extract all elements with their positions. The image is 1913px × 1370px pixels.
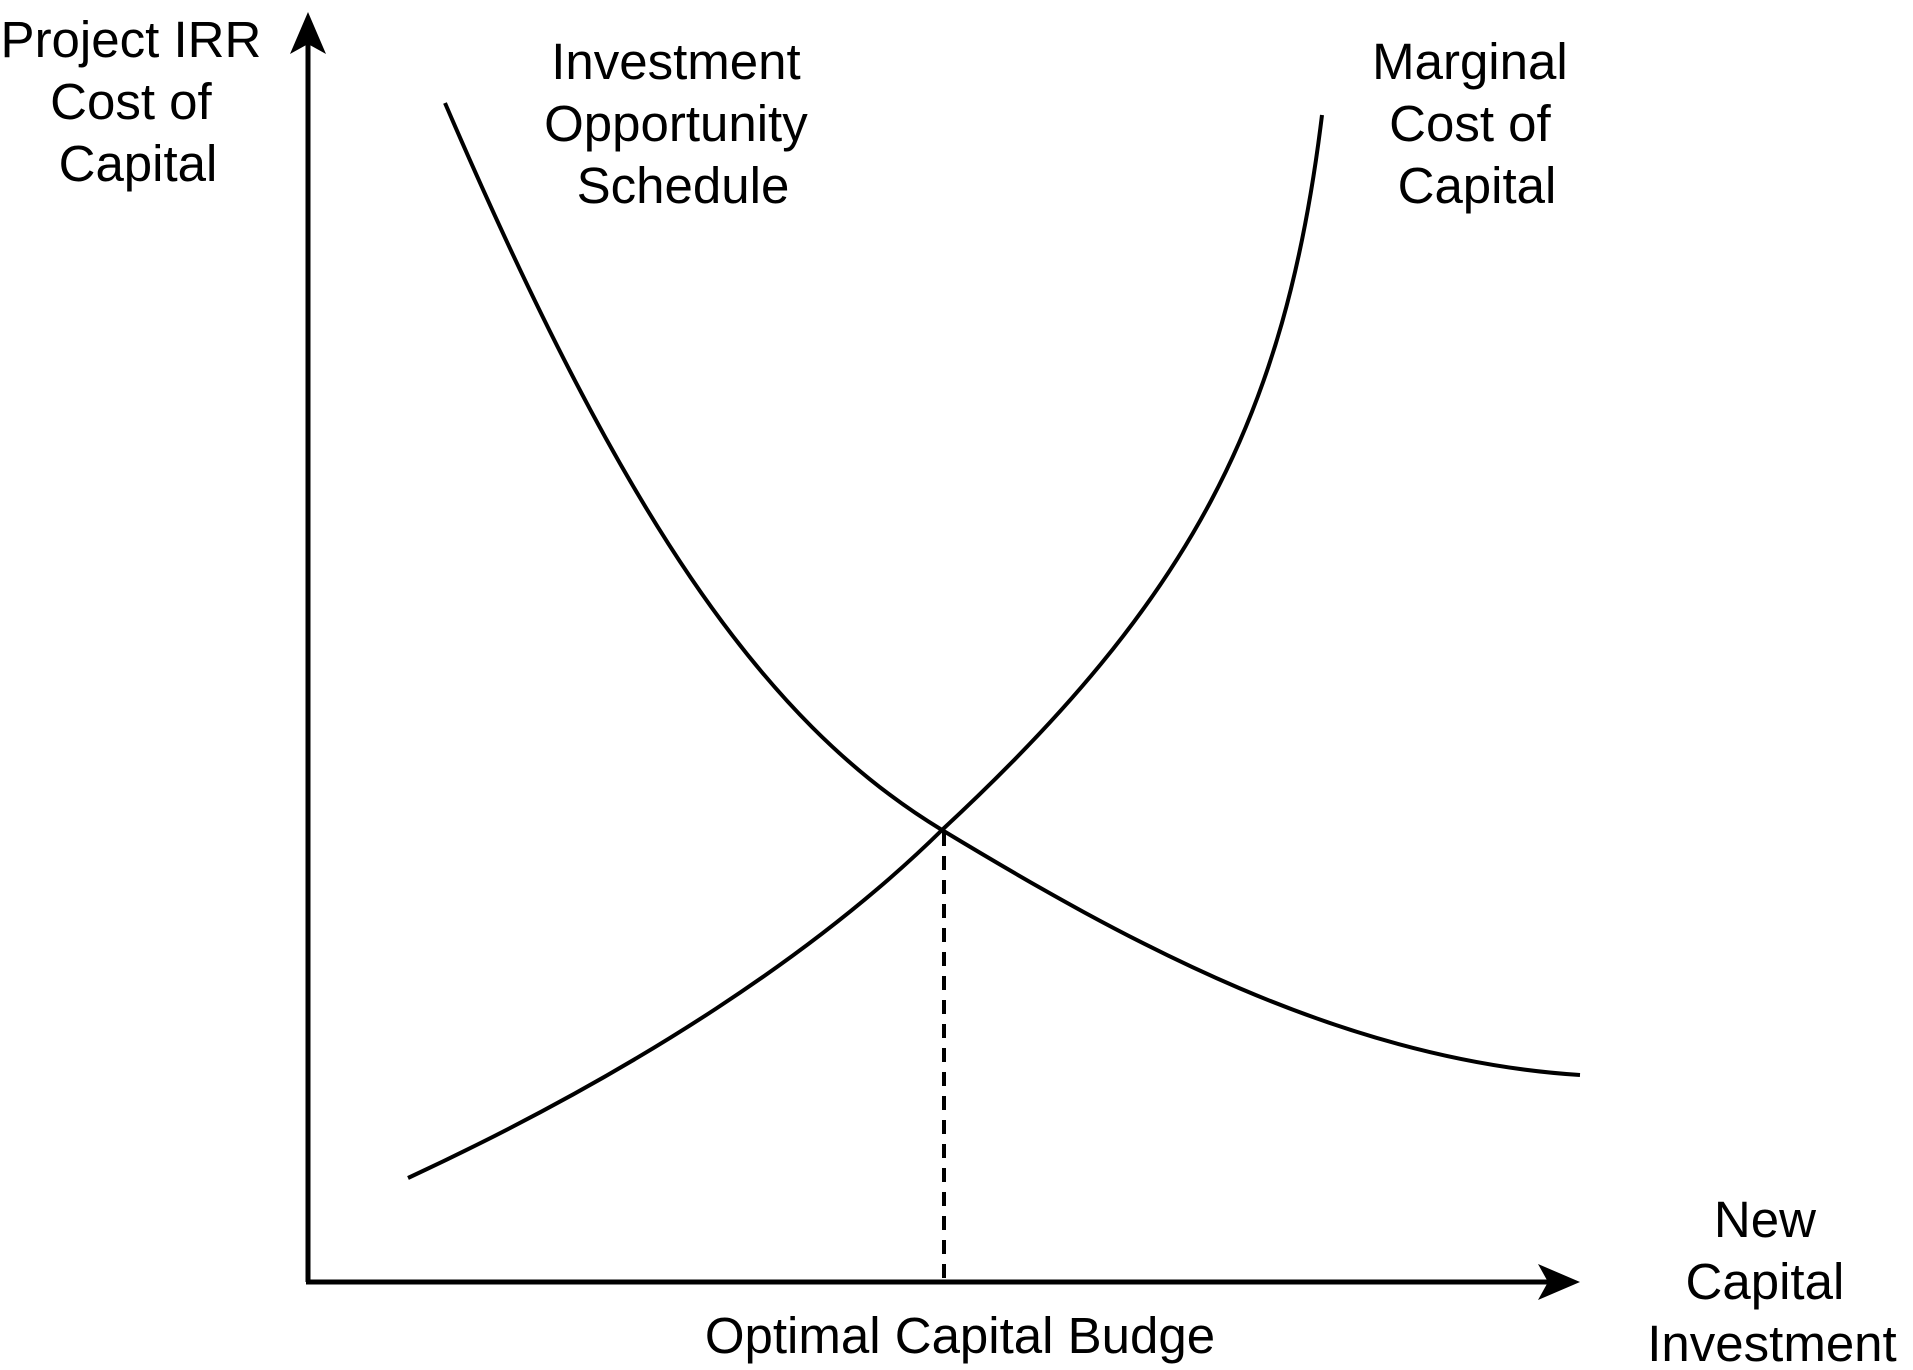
ios-label-line-1: Investment: [551, 33, 800, 90]
optimal-capital-budget-label: Optimal Capital Budge: [705, 1307, 1215, 1364]
x-axis-arrowhead: [1538, 1264, 1580, 1300]
x-axis-label-line-1: New: [1714, 1191, 1816, 1248]
investment-opportunity-schedule-label: Investment Opportunity Schedule: [544, 33, 822, 214]
ios-label-line-3: Schedule: [577, 157, 790, 214]
y-axis-label: Project IRR Cost of Capital: [1, 11, 276, 192]
mcc-label-line-2: Cost of: [1389, 95, 1551, 152]
x-axis-label-line-3: Investment: [1647, 1315, 1896, 1370]
y-axis-arrowhead: [290, 12, 326, 54]
y-axis-label-line-1: Project IRR: [1, 11, 262, 68]
mcc-label-line-1: Marginal: [1372, 33, 1568, 90]
mcc-label-line-3: Capital: [1398, 157, 1557, 214]
ios-label-line-2: Opportunity: [544, 95, 808, 152]
x-axis-label: New Capital Investment: [1647, 1191, 1896, 1370]
marginal-cost-of-capital-curve: [407, 114, 1324, 1180]
x-axis-label-line-2: Capital: [1686, 1253, 1845, 1310]
marginal-cost-of-capital-label: Marginal Cost of Capital: [1372, 33, 1582, 214]
y-axis-label-line-2: Cost of: [50, 73, 212, 130]
investment-opportunity-schedule-curve: [443, 102, 1581, 1077]
y-axis-label-line-3: Capital: [59, 135, 218, 192]
